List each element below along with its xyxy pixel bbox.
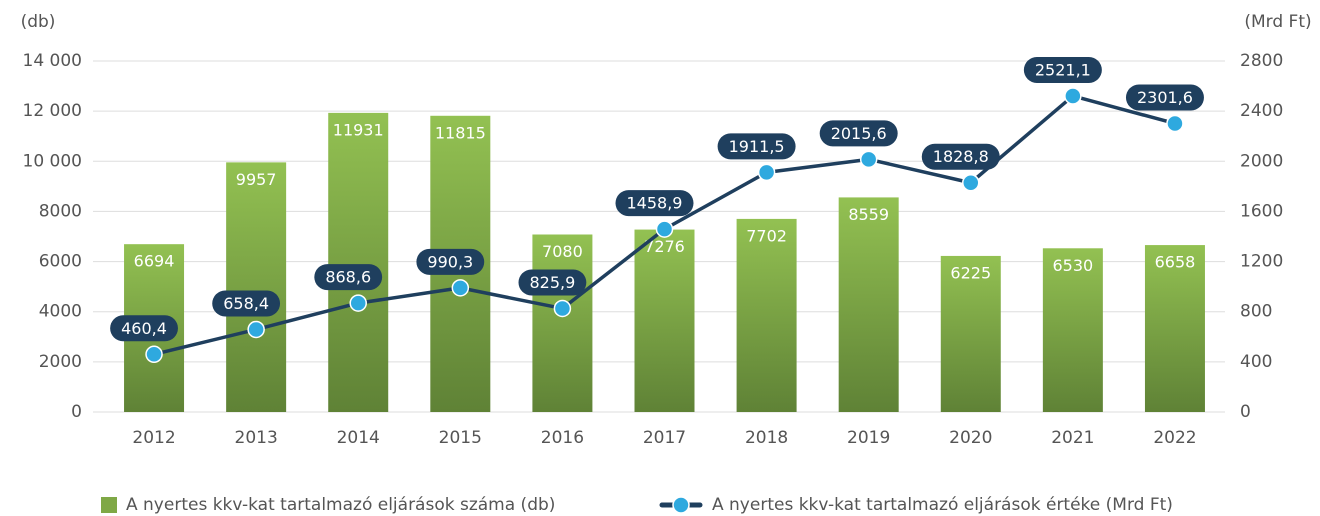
- pill: [819, 120, 898, 147]
- marker: [349, 294, 367, 312]
- y-tick-label: 14 000: [23, 51, 82, 71]
- y-tick-label: 0: [71, 402, 82, 422]
- value-pill: 1458,9: [615, 190, 694, 217]
- y-tick-label: 4000: [39, 302, 82, 322]
- marker: [757, 163, 776, 182]
- legend-swatch: [101, 497, 117, 513]
- bar: [634, 229, 695, 412]
- pill: [1023, 56, 1102, 83]
- bar-label: 7702: [746, 226, 787, 245]
- pill: [921, 143, 1000, 170]
- legend-marker: [672, 496, 690, 514]
- y-tick-label: 8000: [39, 201, 82, 221]
- bar-label: 9957: [236, 170, 277, 189]
- bar: [736, 218, 797, 412]
- pill: [1125, 84, 1204, 111]
- bar-label: 11931: [333, 120, 384, 139]
- x-tick-label: 2016: [541, 428, 584, 448]
- legend-label: A nyertes kkv-kat tartalmazó eljárások s…: [126, 495, 555, 515]
- y2-tick-label: 2000: [1240, 151, 1283, 171]
- value-label: 2301,6: [1137, 88, 1193, 107]
- marker: [553, 299, 572, 318]
- y2-tick-label: 400: [1240, 352, 1272, 372]
- x-tick-label: 2019: [847, 428, 890, 448]
- bar: [226, 162, 287, 412]
- value-pill: 2301,6: [1125, 84, 1204, 111]
- y2-tick-label: 1200: [1240, 252, 1283, 272]
- value-pill: 1911,5: [717, 133, 796, 160]
- bar: [1144, 245, 1205, 412]
- x-tick-label: 2012: [132, 428, 175, 448]
- y2-axis-label: (Mrd Ft): [1244, 12, 1311, 32]
- value-label: 1458,9: [627, 194, 683, 213]
- bar: [328, 112, 389, 412]
- legend-label: A nyertes kkv-kat tartalmazó eljárások é…: [712, 495, 1173, 515]
- marker: [859, 150, 878, 169]
- bar: [838, 197, 899, 412]
- marker: [247, 320, 265, 339]
- value-pill: 1828,8: [921, 143, 1000, 170]
- value-label: 825,9: [530, 273, 576, 292]
- value-pill: 2015,6: [819, 120, 898, 147]
- y-tick-label: 10 000: [23, 151, 82, 171]
- bar-label: 7276: [644, 237, 685, 256]
- x-tick-label: 2013: [235, 428, 278, 448]
- value-pill: 2521,1: [1023, 56, 1102, 83]
- value-label: 1828,8: [933, 147, 989, 166]
- value-pill: 460,4: [110, 315, 178, 342]
- x-tick-label: 2017: [643, 428, 686, 448]
- x-tick-label: 2015: [439, 428, 482, 448]
- bar-label: 6225: [950, 263, 991, 282]
- value-pill: 658,4: [212, 290, 281, 317]
- pill: [110, 315, 178, 342]
- pill: [212, 290, 281, 317]
- y2-tick-label: 1600: [1240, 201, 1283, 221]
- y2-tick-label: 800: [1240, 302, 1272, 322]
- pill: [717, 133, 796, 160]
- bar: [940, 255, 1001, 412]
- value-pill: 825,9: [518, 269, 587, 296]
- y-tick-label: 6000: [39, 252, 82, 272]
- pill: [518, 269, 587, 296]
- bar-label: 8559: [848, 205, 889, 224]
- bar-label: 7080: [542, 242, 583, 261]
- bar-label: 6530: [1053, 256, 1094, 275]
- value-label: 868,6: [325, 268, 371, 287]
- value-pill: 990,3: [416, 248, 485, 275]
- pill: [314, 264, 383, 291]
- y-tick-label: 12 000: [23, 101, 82, 121]
- y2-tick-label: 0: [1240, 402, 1251, 422]
- y-axis-label: (db): [21, 12, 56, 32]
- bar: [532, 234, 593, 412]
- value-label: 658,4: [223, 294, 269, 313]
- marker: [1166, 114, 1184, 133]
- y2-tick-label: 2800: [1240, 51, 1283, 71]
- marker: [1064, 87, 1082, 105]
- x-tick-label: 2020: [949, 428, 992, 448]
- marker: [962, 173, 980, 192]
- y-tick-label: 2000: [39, 352, 82, 372]
- y2-tick-label: 2400: [1240, 101, 1283, 121]
- value-label: 2015,6: [831, 124, 887, 143]
- marker: [655, 220, 674, 238]
- x-tick-label: 2018: [745, 428, 788, 448]
- x-tick-label: 2021: [1051, 428, 1094, 448]
- marker: [451, 279, 470, 297]
- bar-label: 6658: [1155, 253, 1196, 272]
- value-pill: 868,6: [314, 264, 383, 291]
- bar-label: 6694: [134, 252, 175, 271]
- value-label: 990,3: [427, 252, 473, 271]
- bar-label: 11815: [435, 123, 486, 142]
- bar: [1042, 248, 1103, 412]
- pill: [416, 248, 485, 275]
- value-label: 2521,1: [1035, 60, 1091, 79]
- x-tick-label: 2014: [337, 428, 380, 448]
- pill: [615, 190, 694, 217]
- value-label: 460,4: [121, 319, 167, 338]
- x-tick-label: 2022: [1153, 428, 1196, 448]
- marker: [145, 345, 163, 364]
- value-label: 1911,5: [729, 137, 785, 156]
